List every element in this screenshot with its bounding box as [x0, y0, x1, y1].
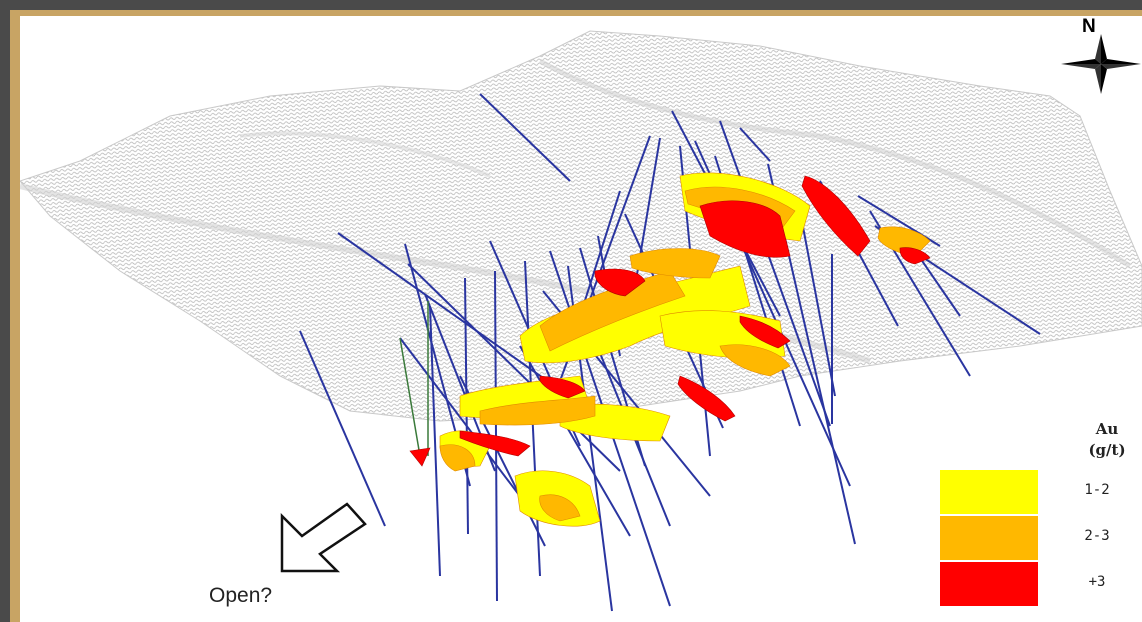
legend-label-2-3: 2-3: [1062, 528, 1132, 544]
legend-title-unit: (g/t): [1072, 440, 1142, 461]
legend-title-element: Au: [1072, 419, 1142, 440]
legend-swatch-2-3: [940, 516, 1038, 560]
model-panel: N Open? Au (g/t) 1-2 2-3 +3: [20, 16, 1142, 622]
north-label: N: [1082, 16, 1096, 38]
open-label: Open?: [209, 584, 272, 608]
legend-label-3-plus: +3: [1062, 574, 1132, 590]
open-direction-arrow-icon: [282, 504, 365, 571]
legend-label-1-2: 1-2: [1062, 482, 1132, 498]
legend-swatch-3-plus: [940, 562, 1038, 606]
north-arrow-icon: [1061, 34, 1141, 94]
legend-swatch-1-2: [940, 470, 1038, 514]
legend-title: Au (g/t): [1072, 419, 1142, 461]
